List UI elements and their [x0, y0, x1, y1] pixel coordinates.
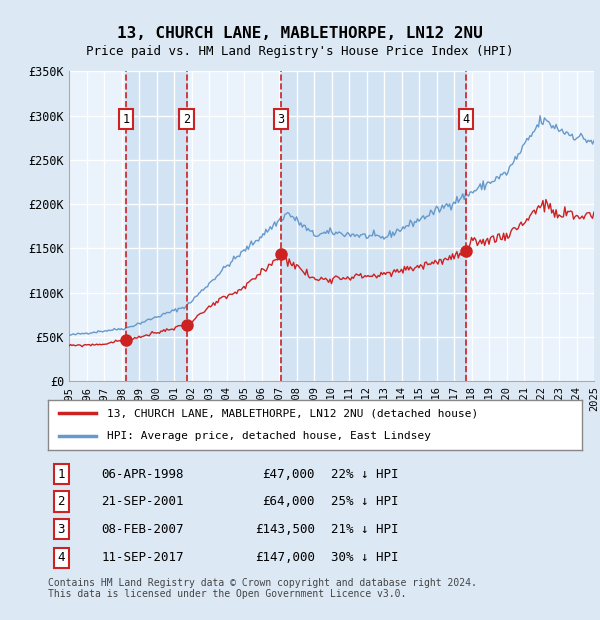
Text: 1: 1 [122, 113, 130, 126]
Text: £64,000: £64,000 [263, 495, 315, 508]
Text: HPI: Average price, detached house, East Lindsey: HPI: Average price, detached house, East… [107, 431, 431, 441]
Text: 08-FEB-2007: 08-FEB-2007 [101, 523, 184, 536]
Text: £147,000: £147,000 [255, 551, 315, 564]
Text: 2: 2 [183, 113, 190, 126]
Text: 4: 4 [58, 551, 65, 564]
Text: 25% ↓ HPI: 25% ↓ HPI [331, 495, 398, 508]
Text: 30% ↓ HPI: 30% ↓ HPI [331, 551, 398, 564]
Text: 11-SEP-2017: 11-SEP-2017 [101, 551, 184, 564]
Text: 21% ↓ HPI: 21% ↓ HPI [331, 523, 398, 536]
Text: 2: 2 [58, 495, 65, 508]
Bar [126, 71, 187, 381]
Text: 4: 4 [463, 113, 470, 126]
Text: 06-APR-1998: 06-APR-1998 [101, 467, 184, 481]
Text: 22% ↓ HPI: 22% ↓ HPI [331, 467, 398, 481]
Text: 13, CHURCH LANE, MABLETHORPE, LN12 2NU: 13, CHURCH LANE, MABLETHORPE, LN12 2NU [117, 26, 483, 41]
Text: £143,500: £143,500 [255, 523, 315, 536]
Text: 21-SEP-2001: 21-SEP-2001 [101, 495, 184, 508]
Text: 13, CHURCH LANE, MABLETHORPE, LN12 2NU (detached house): 13, CHURCH LANE, MABLETHORPE, LN12 2NU (… [107, 409, 478, 419]
Text: 3: 3 [58, 523, 65, 536]
Text: Price paid vs. HM Land Registry's House Price Index (HPI): Price paid vs. HM Land Registry's House … [86, 45, 514, 58]
Text: £47,000: £47,000 [263, 467, 315, 481]
Text: 3: 3 [277, 113, 284, 126]
Text: 1: 1 [58, 467, 65, 481]
Text: Contains HM Land Registry data © Crown copyright and database right 2024.
This d: Contains HM Land Registry data © Crown c… [48, 578, 477, 600]
Bar [281, 71, 466, 381]
